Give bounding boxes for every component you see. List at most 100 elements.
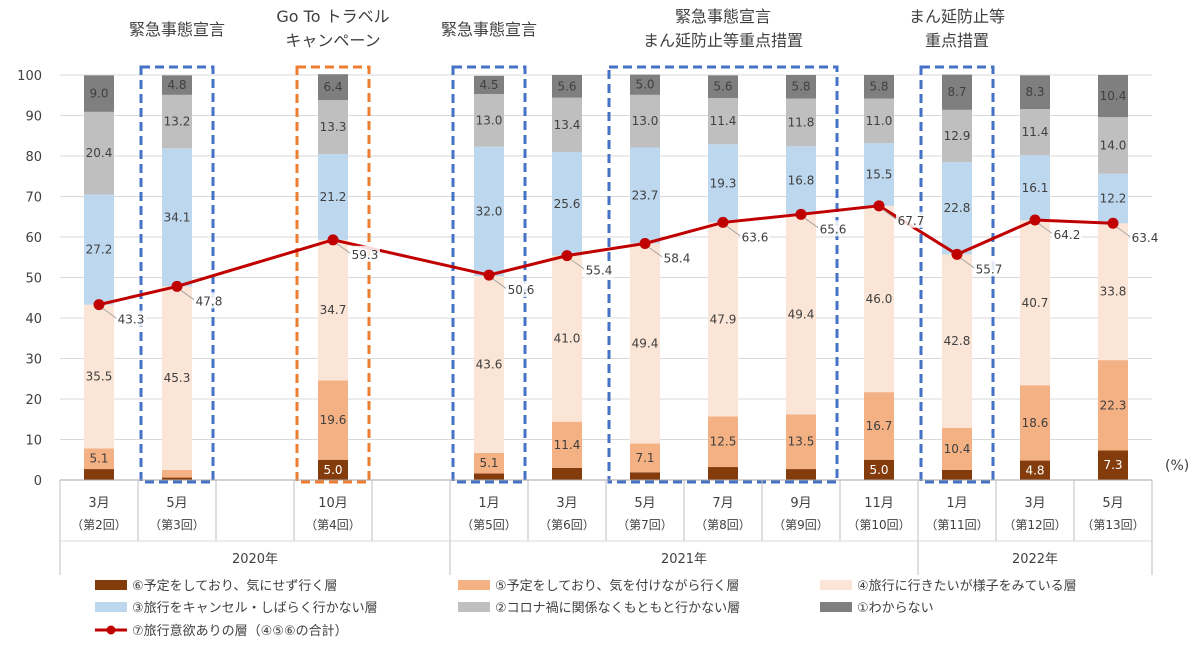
data-label: 8.7 xyxy=(947,85,966,99)
intent-value-label: 59.3 xyxy=(352,248,379,262)
intent-label-bg xyxy=(584,261,614,278)
intent-marker xyxy=(1107,217,1119,229)
data-label: 23.7 xyxy=(632,188,659,202)
data-label: 11.0 xyxy=(866,114,893,128)
data-label: 49.4 xyxy=(788,307,815,321)
data-label: 13.0 xyxy=(476,113,503,127)
intent-value-label: 55.4 xyxy=(586,264,613,278)
intent-marker xyxy=(717,216,729,228)
data-label: 4.5 xyxy=(479,78,498,92)
data-label-bg xyxy=(1099,190,1127,206)
data-label-bg xyxy=(631,76,659,92)
data-label: 13.2 xyxy=(164,115,191,129)
data-label-bg xyxy=(1099,137,1127,153)
x-tick-sublabel: （第11回） xyxy=(925,518,988,532)
data-label-bg xyxy=(631,449,659,465)
data-label: 45.3 xyxy=(164,371,191,385)
intent-marker xyxy=(951,248,963,260)
legend-label: ③旅行をキャンセル・しばらく行かない層 xyxy=(132,601,378,616)
x-tick-label: 7月 xyxy=(712,496,733,511)
data-label-bg xyxy=(85,450,113,466)
data-label: 18.6 xyxy=(1022,416,1049,430)
data-label-bg xyxy=(943,333,971,349)
period-box xyxy=(139,65,215,484)
data-label-bg xyxy=(163,370,191,386)
annotation-text: 緊急事態宣言 xyxy=(129,20,225,39)
y-tick-label: 90 xyxy=(25,110,42,125)
intent-marker xyxy=(327,234,339,246)
data-label-bg xyxy=(709,433,737,449)
data-label: 49.4 xyxy=(632,337,659,351)
x-tick-sublabel: （第5回） xyxy=(461,518,517,532)
legend-label: ⑦旅行意欲ありの層（④⑤⑥の合計） xyxy=(132,623,348,639)
y-tick-label: 0 xyxy=(34,474,42,489)
data-label: 13.0 xyxy=(632,114,659,128)
data-label-bg xyxy=(1099,283,1127,299)
intent-marker xyxy=(171,280,183,292)
data-label-bg xyxy=(553,78,581,94)
bar-segment xyxy=(708,467,738,480)
data-label: 13.5 xyxy=(788,435,815,449)
data-label: 25.6 xyxy=(554,197,581,211)
data-label-bg xyxy=(319,119,347,135)
leader-line xyxy=(1038,223,1054,235)
annotation-text: Go To トラベル xyxy=(276,7,389,26)
data-label: 47.9 xyxy=(710,312,737,326)
data-label: 13.3 xyxy=(320,120,347,134)
bar-segment xyxy=(1098,450,1128,480)
data-label: 11.4 xyxy=(1022,125,1049,139)
data-label: 11.4 xyxy=(554,438,581,452)
data-label: 11.8 xyxy=(788,115,815,129)
leader-line xyxy=(570,259,586,271)
intent-label-bg xyxy=(1052,225,1082,242)
data-label: 8.3 xyxy=(1025,85,1044,99)
data-label: 46.0 xyxy=(866,292,893,306)
x-tick-label: 1月 xyxy=(946,496,967,511)
bar-segment xyxy=(630,472,660,480)
x-tick-label: 9月 xyxy=(790,496,811,511)
data-label: 5.6 xyxy=(557,79,576,93)
data-label-bg xyxy=(943,127,971,143)
leader-line xyxy=(492,278,508,290)
data-label-bg xyxy=(553,330,581,346)
intent-label-bg xyxy=(1130,229,1160,246)
intent-label-bg xyxy=(818,220,848,237)
legend-swatch xyxy=(458,602,490,612)
data-label: 5.0 xyxy=(869,463,888,477)
leader-line xyxy=(102,308,118,320)
intent-line xyxy=(93,200,1119,311)
data-label-bg xyxy=(865,417,893,433)
intent-marker xyxy=(93,299,105,311)
data-label-bg xyxy=(319,188,347,204)
intent-value-label: 67.7 xyxy=(898,214,925,228)
data-label: 5.0 xyxy=(323,463,342,477)
annotation-text: 重点措置 xyxy=(925,31,989,50)
intent-label-bg xyxy=(974,260,1004,277)
data-label: 34.1 xyxy=(164,210,191,224)
intent-marker xyxy=(639,237,651,249)
year-label: 2021年 xyxy=(661,552,707,567)
legend-line-marker xyxy=(106,625,116,635)
data-label-bg xyxy=(709,311,737,327)
data-label-bg xyxy=(85,368,113,384)
data-label-bg xyxy=(1021,179,1049,195)
intent-marker xyxy=(1029,214,1041,226)
intent-value-label: 58.4 xyxy=(664,251,691,265)
leader-line xyxy=(960,258,976,269)
legend-label: ②コロナ禍に関係なくもともと行かない層 xyxy=(495,600,740,616)
data-label: 5.8 xyxy=(791,80,810,94)
y-tick-label: 80 xyxy=(25,150,42,165)
intent-label-bg xyxy=(194,292,224,309)
data-label: 16.8 xyxy=(788,173,815,187)
x-tick-label: 1月 xyxy=(478,496,499,511)
data-label-bg xyxy=(787,306,815,322)
data-label: 4.8 xyxy=(1025,463,1044,477)
leader-line xyxy=(804,217,820,229)
intent-value-label: 50.6 xyxy=(508,283,535,297)
data-label: 10.4 xyxy=(944,442,971,456)
data-label: 43.6 xyxy=(476,358,503,372)
data-label: 5.1 xyxy=(89,452,108,466)
intent-marker xyxy=(873,200,885,212)
x-tick-label: 10月 xyxy=(318,496,348,511)
